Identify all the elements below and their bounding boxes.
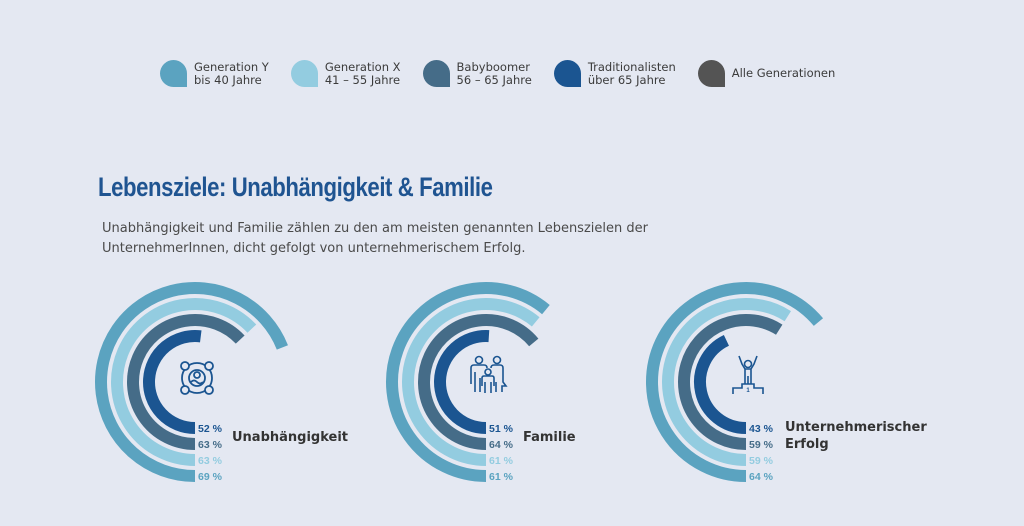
pct-label: 59 % xyxy=(749,439,774,451)
legend-item-boomer: Babyboomer 56 – 65 Jahre xyxy=(422,59,532,87)
pct-label: 43 % xyxy=(749,423,774,435)
arc-bar-traditionalisten xyxy=(434,330,490,434)
arc-bar-babyboomer xyxy=(418,314,539,450)
page-title: Lebensziele: Unabhängigkeit & Familie xyxy=(98,172,493,202)
arc-bar-traditionalisten xyxy=(694,334,747,434)
pct-label: 63 % xyxy=(198,455,223,467)
podium-winner-icon xyxy=(732,355,764,395)
legend-label: Babyboomer 56 – 65 Jahre xyxy=(456,59,532,87)
arc-bar-generation-y xyxy=(386,282,550,482)
pct-label: 69 % xyxy=(198,471,223,483)
category-label: Familie xyxy=(523,430,576,445)
pct-label: 59 % xyxy=(749,455,774,467)
arc-bar-generation-y xyxy=(646,282,824,482)
legend-item-all: Alle Generationen xyxy=(697,60,836,87)
arc-bar-babyboomer xyxy=(678,314,783,450)
legend-item-trad: Traditionalisten über 65 Jahre xyxy=(553,59,676,87)
legend-label: Generation X 41 – 55 Jahre xyxy=(324,59,401,87)
legend-item-gen_x: Generation X 41 – 55 Jahre xyxy=(290,59,401,87)
radial-chart-unternehmerischer-erfolg: 43 % 59 % 59 % 64 % Unternehmerischer Erfolg xyxy=(646,282,927,483)
arc-bar-generation-x xyxy=(662,298,791,466)
arc-bar-traditionalisten xyxy=(143,330,202,434)
pct-label: 52 % xyxy=(198,423,223,435)
pct-label: 61 % xyxy=(489,455,514,467)
family-icon xyxy=(470,355,507,394)
legend-swatch xyxy=(422,60,450,87)
legend-swatch xyxy=(697,60,725,87)
category-label: Unabhängigkeit xyxy=(232,430,348,445)
legend-label: Generation Y bis 40 Jahre xyxy=(194,59,269,87)
pct-label: 64 % xyxy=(489,439,514,451)
legend: Generation Y bis 40 Jahre Generation X 41… xyxy=(160,60,835,87)
pct-label: 64 % xyxy=(749,471,774,483)
independence-icon xyxy=(180,361,214,395)
legend-item-gen_y: Generation Y bis 40 Jahre xyxy=(160,60,269,87)
pct-label: 63 % xyxy=(198,439,223,451)
page-subtitle: Unabhängigkeit und Familie zählen zu den… xyxy=(102,221,648,256)
pct-label: 51 % xyxy=(489,423,514,435)
arc-bar-babyboomer xyxy=(127,314,245,450)
arc-bar-generation-x xyxy=(402,298,540,466)
radial-chart-familie: 51 % 64 % 61 % 61 % Familie xyxy=(386,282,576,483)
category-label: Unternehmerischer Erfolg xyxy=(785,420,927,452)
legend-label: Traditionalisten über 65 Jahre xyxy=(587,59,676,87)
radial-chart-unabhängigkeit: 52 % 63 % 63 % 69 % Unabhängigkeit xyxy=(95,282,348,483)
pct-label: 61 % xyxy=(489,471,514,483)
legend-swatch xyxy=(160,60,187,87)
legend-label: Alle Generationen xyxy=(731,66,836,80)
legend-swatch xyxy=(290,60,318,87)
arc-bar-generation-x xyxy=(111,298,257,466)
legend-swatch xyxy=(553,60,581,87)
arc-bar-generation-y xyxy=(95,282,288,482)
